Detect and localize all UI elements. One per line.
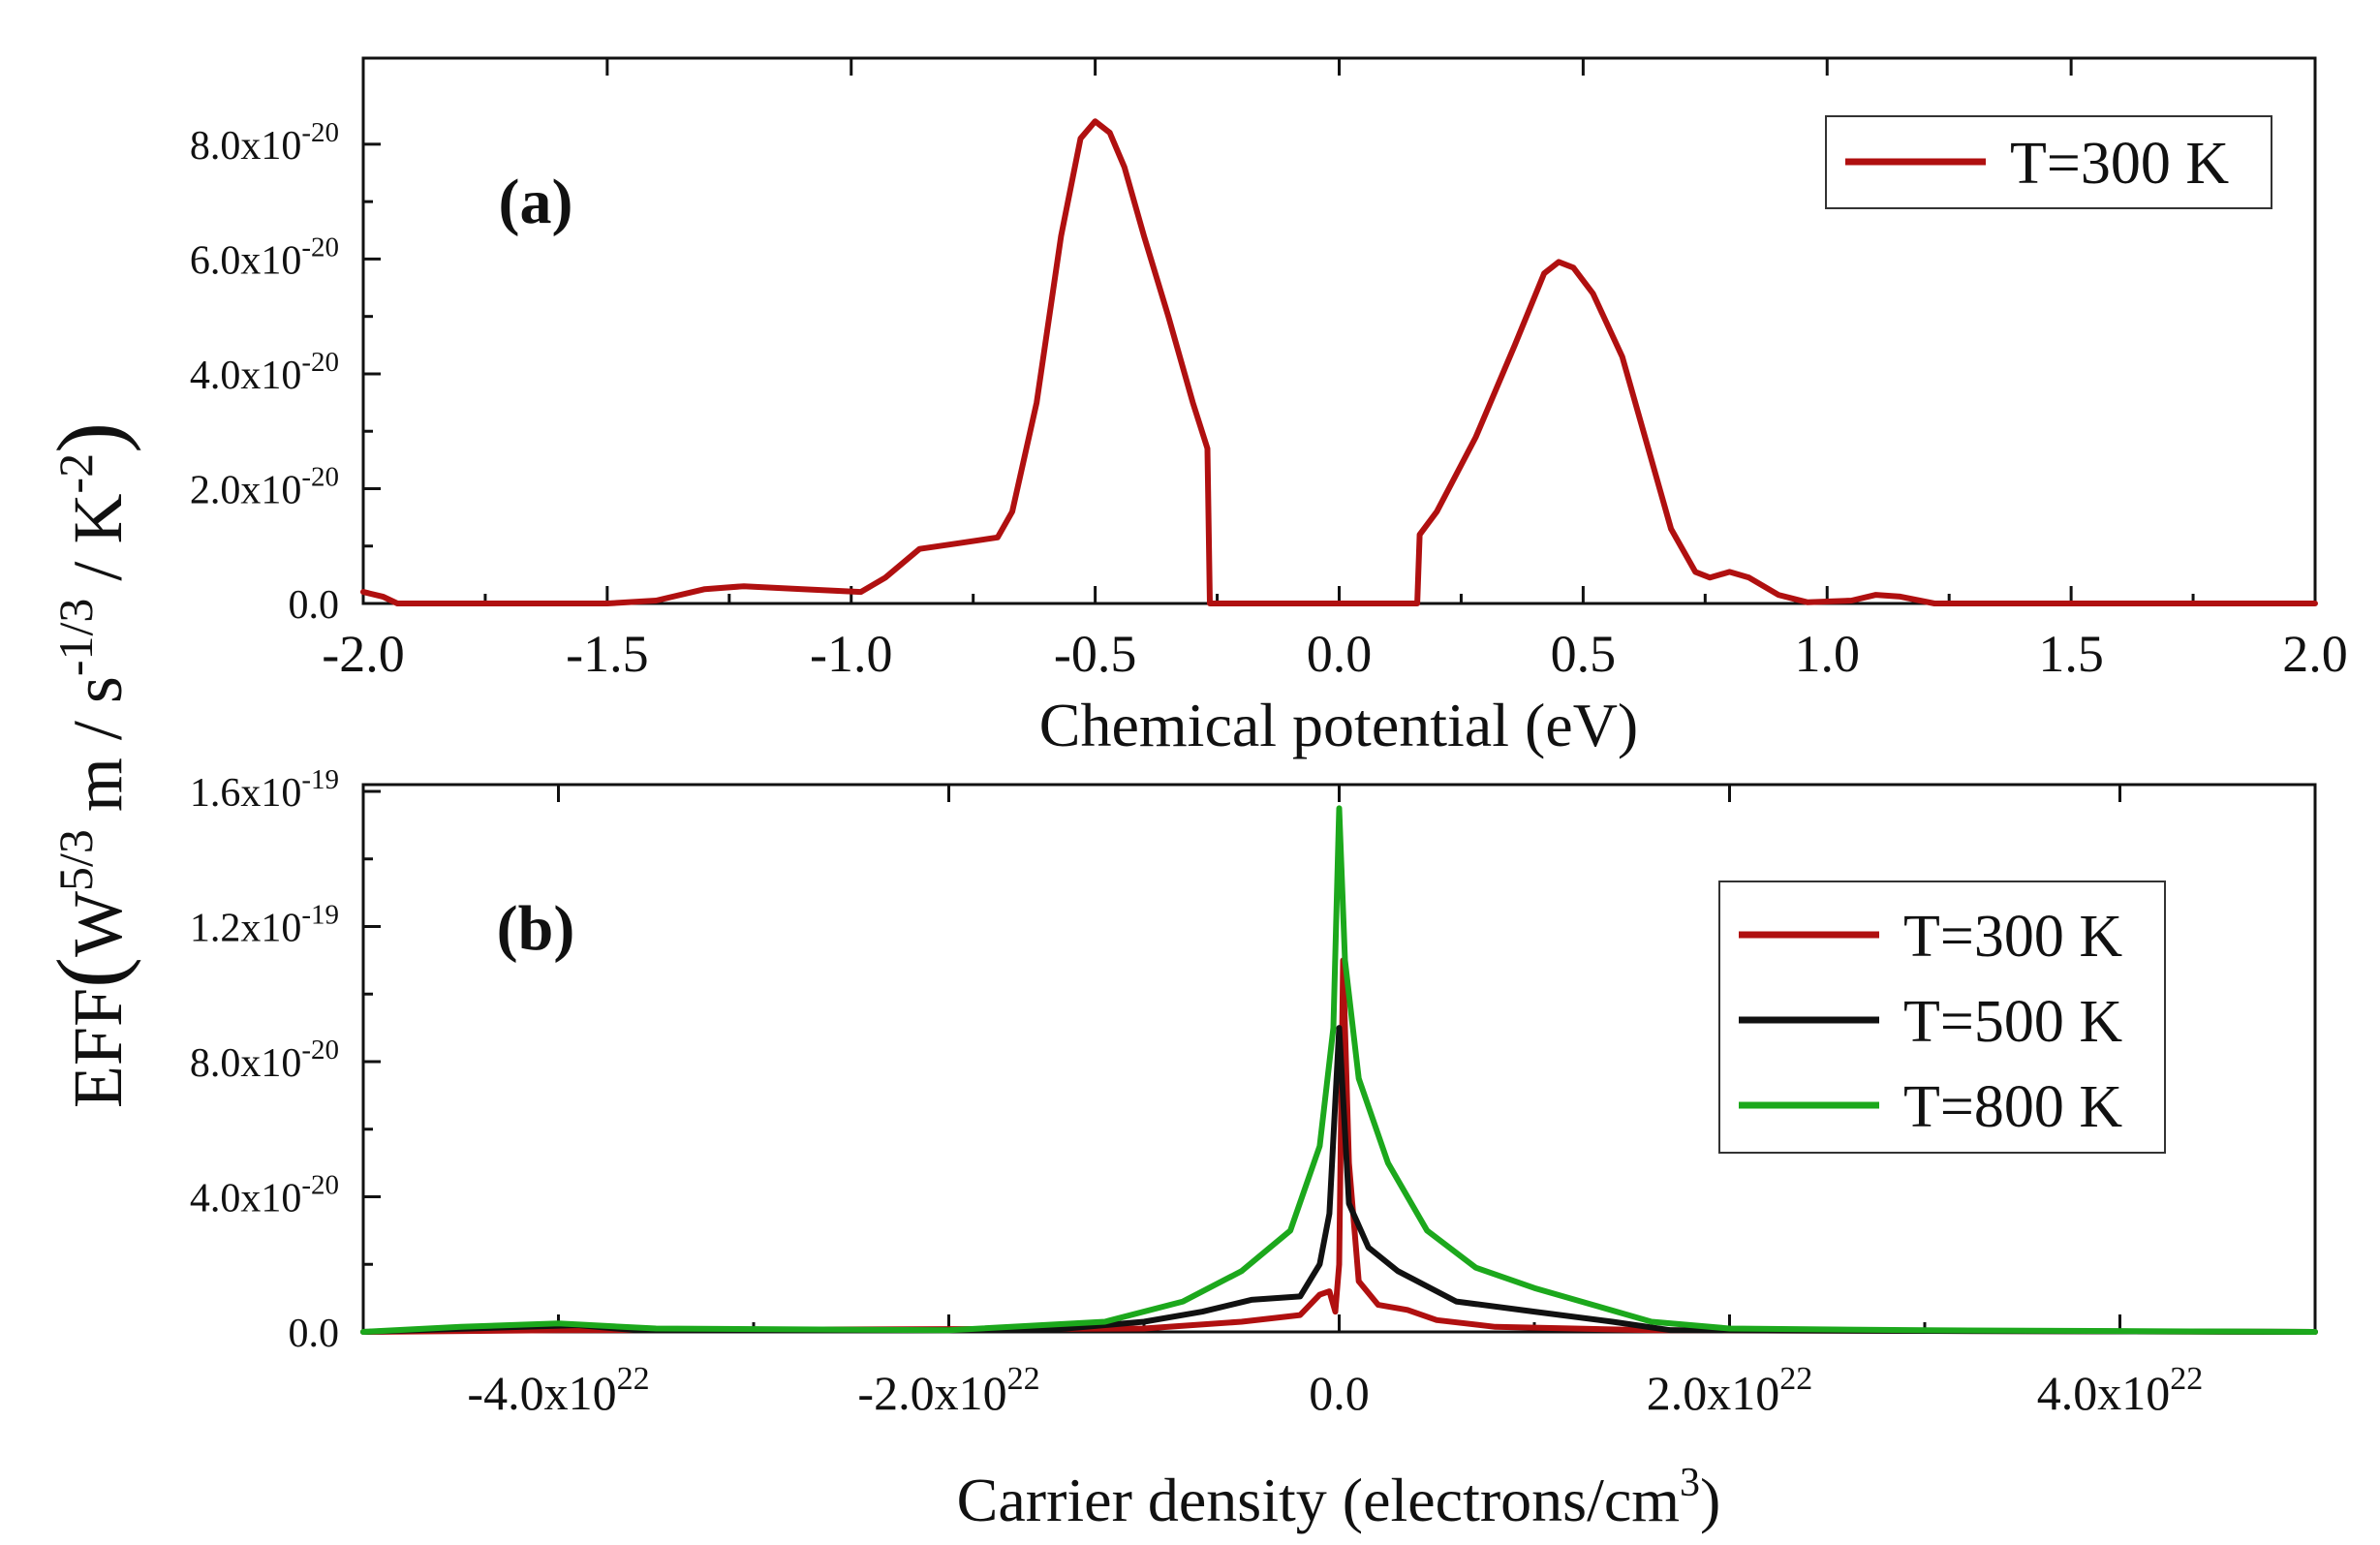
y-tick-label-exponent: -20 bbox=[301, 347, 339, 378]
y-tick-label-mantissa: 0.0 bbox=[289, 1312, 340, 1356]
y-tick-label: 2.0x10-20 bbox=[190, 461, 339, 512]
ylabel-k-exp: -2 bbox=[48, 453, 103, 494]
ylabel-slash-k: / K bbox=[59, 494, 137, 599]
y-tick-label-mantissa: 4.0x10 bbox=[190, 354, 302, 398]
panel-a-y-ticks: 0.02.0x10-204.0x10-206.0x10-208.0x10-20 bbox=[190, 117, 381, 628]
ylabel-eff: EFF bbox=[59, 988, 137, 1108]
panel-a-legend-entries: T=300 K bbox=[1845, 131, 2229, 197]
y-tick-label: 1.2x10-19 bbox=[190, 899, 339, 950]
y-tick-label: 1.6x10-19 bbox=[190, 764, 339, 816]
ylabel-paren-close: ) bbox=[38, 422, 141, 453]
x-tick-label: 1.0 bbox=[1795, 625, 1861, 683]
panel-b-legend: T=300 K T=500 K T=800 K bbox=[1718, 881, 2166, 1154]
x-tick-label-mantissa: 0.0 bbox=[1309, 1366, 1370, 1420]
y-tick-label: 8.0x10-20 bbox=[190, 1035, 339, 1086]
x-tick-label: 2.0x1022 bbox=[1647, 1361, 1813, 1420]
y-tick-label-exponent: -20 bbox=[301, 1169, 339, 1200]
x-tick-label: -2.0x1022 bbox=[857, 1361, 1039, 1420]
y-tick-label-mantissa: 2.0x10 bbox=[190, 468, 302, 512]
legend-label: T=500 K bbox=[1903, 989, 2122, 1055]
x-tick-label: 0.5 bbox=[1551, 625, 1617, 683]
y-tick-label: 0.0 bbox=[289, 583, 340, 628]
panel-a-x-ticks: -2.0 -1.5 -1.0 -0.5 0.0 0.5 1.0 1.5 2.0 bbox=[322, 58, 2348, 683]
x-tick-label-mantissa: -2.0x10 bbox=[857, 1366, 1006, 1420]
legend-label: T=300 K bbox=[1903, 904, 2122, 970]
series-line-t-300-k bbox=[360, 118, 2318, 606]
panel-b-xlabel-end: ) bbox=[1700, 1466, 1720, 1534]
x-tick-label: 2.0 bbox=[2282, 625, 2348, 683]
panel-b-xlabel-sup: 3 bbox=[1680, 1461, 1700, 1505]
y-tick-label: 6.0x10-20 bbox=[190, 232, 339, 283]
panel-b-label: (b) bbox=[497, 893, 575, 964]
ylabel-w-exp: 5/3 bbox=[48, 829, 103, 891]
x-tick-label-exponent: 22 bbox=[1007, 1361, 1040, 1397]
panel-b-series bbox=[360, 805, 2318, 1335]
panel-a-series bbox=[360, 118, 2318, 606]
y-tick-label-mantissa: 0.0 bbox=[289, 583, 340, 628]
panel-a: -2.0 -1.5 -1.0 -0.5 0.0 0.5 1.0 1.5 2.0 0.0 2.0x1… bbox=[190, 56, 2348, 759]
panel-b-x-axis-label: Carrier density (electrons/cm3) bbox=[957, 1461, 1721, 1534]
series-line-t-800-k bbox=[360, 805, 2318, 1335]
y-tick-label-mantissa: 1.2x10 bbox=[190, 906, 302, 950]
panel-a-legend: T=300 K bbox=[1825, 115, 2272, 209]
y-tick-label: 0.0 bbox=[289, 1312, 340, 1356]
panel-b-legend-entries: T=300 K T=500 K T=800 K bbox=[1739, 904, 2122, 1140]
ylabel-w: W bbox=[59, 891, 137, 957]
x-tick-label-mantissa: 2.0x10 bbox=[1647, 1366, 1780, 1420]
y-tick-label-exponent: -20 bbox=[301, 1035, 339, 1066]
y-tick-label-mantissa: 6.0x10 bbox=[190, 238, 302, 283]
panel-a-x-axis-label: Chemical potential (eV) bbox=[1039, 691, 1638, 759]
x-tick-label-mantissa: 4.0x10 bbox=[2037, 1366, 2171, 1420]
y-tick-label-exponent: -19 bbox=[301, 899, 339, 930]
x-tick-label: -1.5 bbox=[566, 625, 648, 683]
x-tick-label-mantissa: -4.0x10 bbox=[467, 1366, 616, 1420]
x-tick-label: 4.0x1022 bbox=[2037, 1361, 2204, 1420]
series-line-t-500-k bbox=[360, 1025, 2318, 1335]
ylabel-paren-open: ( bbox=[38, 957, 141, 988]
x-tick-label: 1.5 bbox=[2038, 625, 2104, 683]
panel-b-xlabel-main: Carrier density (electrons/cm bbox=[957, 1466, 1680, 1534]
panel-b-x-ticks: -4.0x1022 -2.0x1022 0.0 2.0x1022 4.0x1022 bbox=[467, 785, 2203, 1420]
shared-y-axis-label: EFF(W5/3 m / s-1/3 / K-2) bbox=[38, 422, 141, 1108]
legend-label: T=800 K bbox=[1903, 1074, 2122, 1140]
ylabel-mid: m / s bbox=[59, 676, 137, 829]
x-tick-label: -1.0 bbox=[810, 625, 892, 683]
x-tick-label: 0.0 bbox=[1307, 625, 1373, 683]
y-tick-label-exponent: -20 bbox=[301, 232, 339, 263]
x-tick-label-exponent: 22 bbox=[2170, 1361, 2203, 1397]
legend-label: T=300 K bbox=[2010, 131, 2229, 197]
x-tick-label-exponent: 22 bbox=[1779, 1361, 1812, 1397]
y-tick-label-exponent: -20 bbox=[301, 461, 339, 492]
y-tick-label-exponent: -20 bbox=[301, 117, 339, 148]
y-tick-label: 8.0x10-20 bbox=[190, 117, 339, 169]
x-tick-label: 0.0 bbox=[1309, 1366, 1370, 1420]
panel-b: -4.0x1022 -2.0x1022 0.0 2.0x1022 4.0x1022 0.… bbox=[190, 764, 2318, 1534]
svg-text:EFF(W5/3 m / s-1/3 / K-2): EFF(W5/3 m / s-1/3 / K-2) bbox=[38, 422, 141, 1108]
y-tick-label: 4.0x10-20 bbox=[190, 1169, 339, 1221]
y-tick-label-mantissa: 8.0x10 bbox=[190, 124, 302, 169]
x-tick-label: -0.5 bbox=[1054, 625, 1136, 683]
y-tick-label-mantissa: 4.0x10 bbox=[190, 1176, 302, 1221]
panel-b-y-ticks: 0.04.0x10-208.0x10-201.2x10-191.6x10-19 bbox=[190, 764, 381, 1356]
y-tick-label-mantissa: 8.0x10 bbox=[190, 1041, 302, 1086]
ylabel-s-exp: -1/3 bbox=[48, 599, 103, 677]
x-tick-label: -2.0 bbox=[322, 625, 404, 683]
y-tick-label: 4.0x10-20 bbox=[190, 347, 339, 398]
x-tick-label-exponent: 22 bbox=[617, 1361, 650, 1397]
panel-a-label: (a) bbox=[499, 167, 573, 237]
x-tick-label: -4.0x1022 bbox=[467, 1361, 649, 1420]
y-tick-label-mantissa: 1.6x10 bbox=[190, 771, 302, 816]
y-tick-label-exponent: -19 bbox=[301, 764, 339, 795]
